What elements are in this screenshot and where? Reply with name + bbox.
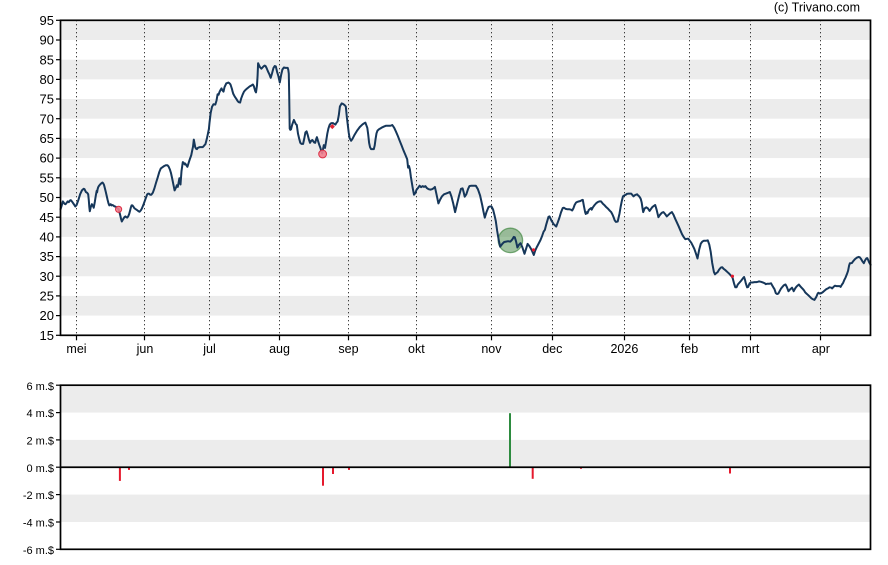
svg-text:95: 95 <box>40 13 54 28</box>
svg-text:mrt: mrt <box>741 342 760 356</box>
svg-text:okt: okt <box>408 342 425 356</box>
svg-text:sep: sep <box>338 342 358 356</box>
svg-text:45: 45 <box>40 210 54 225</box>
svg-text:4 m.$: 4 m.$ <box>26 408 54 420</box>
svg-text:(c) Trivano.com: (c) Trivano.com <box>774 1 860 15</box>
svg-text:70: 70 <box>40 111 54 126</box>
svg-text:20: 20 <box>40 308 54 323</box>
svg-text:dec: dec <box>542 342 562 356</box>
svg-text:-2 m.$: -2 m.$ <box>23 490 54 502</box>
svg-text:80: 80 <box>40 72 54 87</box>
svg-text:25: 25 <box>40 289 54 304</box>
svg-text:nov: nov <box>481 342 502 356</box>
svg-text:aug: aug <box>269 342 290 356</box>
svg-text:jun: jun <box>136 342 154 356</box>
svg-text:35: 35 <box>40 249 54 264</box>
svg-text:apr: apr <box>812 342 830 356</box>
svg-text:30: 30 <box>40 269 54 284</box>
svg-text:-6 m.$: -6 m.$ <box>23 545 54 557</box>
svg-text:feb: feb <box>681 342 698 356</box>
svg-text:55: 55 <box>40 170 54 185</box>
svg-text:50: 50 <box>40 190 54 205</box>
svg-text:15: 15 <box>40 328 54 343</box>
svg-text:90: 90 <box>40 33 54 48</box>
svg-text:mei: mei <box>66 342 86 356</box>
svg-text:6 m.$: 6 m.$ <box>26 381 54 393</box>
svg-text:0 m.$: 0 m.$ <box>26 463 54 475</box>
svg-text:85: 85 <box>40 52 54 67</box>
svg-text:2 m.$: 2 m.$ <box>26 436 54 448</box>
svg-text:-4 m.$: -4 m.$ <box>23 518 54 530</box>
svg-text:40: 40 <box>40 230 54 245</box>
svg-text:65: 65 <box>40 131 54 146</box>
svg-text:2026: 2026 <box>610 342 638 356</box>
svg-text:jul: jul <box>202 342 216 356</box>
svg-text:75: 75 <box>40 92 54 107</box>
svg-text:60: 60 <box>40 151 54 166</box>
